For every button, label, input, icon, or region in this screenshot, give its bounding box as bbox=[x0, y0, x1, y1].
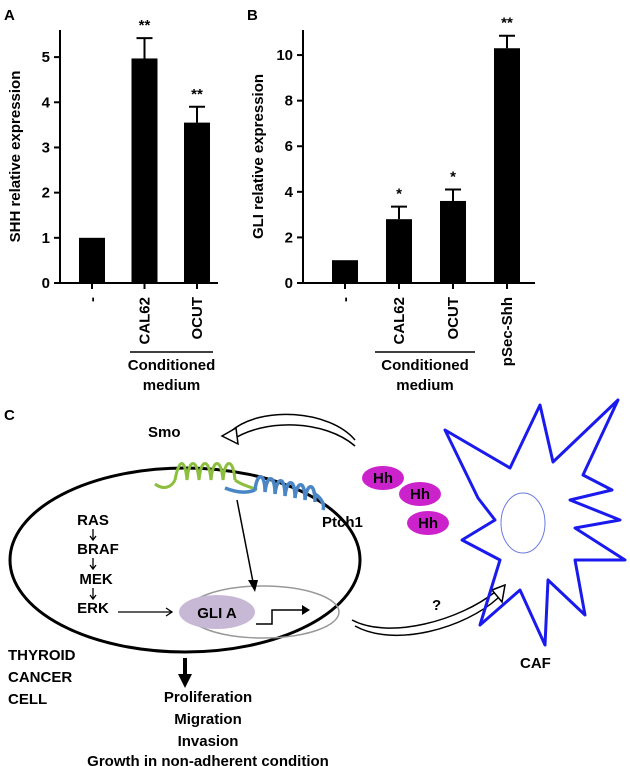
cell-label: CANCER bbox=[8, 669, 72, 686]
y-tick-label: 4 bbox=[42, 94, 51, 111]
bar bbox=[494, 48, 520, 283]
bar bbox=[332, 260, 358, 283]
arrowhead bbox=[220, 426, 239, 446]
curved-arrow bbox=[231, 424, 356, 447]
gli-ellipse bbox=[179, 595, 255, 629]
curved-arrow bbox=[351, 591, 496, 629]
hh-oval bbox=[362, 466, 404, 490]
significance: ** bbox=[139, 17, 151, 34]
hh-oval bbox=[399, 482, 441, 506]
hh-label: Hh bbox=[418, 515, 438, 532]
significance: ** bbox=[191, 86, 203, 103]
panel-label: A bbox=[4, 7, 15, 24]
group-label: medium bbox=[143, 377, 201, 394]
cascade-label: ERK bbox=[77, 600, 109, 617]
ptch-label: Ptch1 bbox=[322, 514, 363, 531]
outcome: Proliferation bbox=[164, 689, 252, 706]
y-tick-label: 4 bbox=[285, 184, 294, 201]
signal-arrow bbox=[236, 499, 254, 583]
y-tick-label: 1 bbox=[42, 230, 50, 247]
y-tick-label: 6 bbox=[285, 138, 293, 155]
cell-label: CELL bbox=[8, 691, 47, 708]
hh-oval bbox=[407, 511, 449, 535]
bar bbox=[131, 58, 158, 284]
cell bbox=[8, 466, 362, 654]
group-label: medium bbox=[396, 377, 454, 394]
smo-label: Smo bbox=[148, 424, 181, 441]
error-bar bbox=[189, 105, 205, 123]
panel-label: B bbox=[247, 7, 258, 24]
y-tick-label: 2 bbox=[42, 185, 50, 202]
diagram: C GLI A Smo Ptch1 Hh Hh Hh RAS BRAF MEK … bbox=[4, 398, 627, 766]
erk-arrow bbox=[118, 607, 174, 617]
x-tick-label: pSec-Shh bbox=[499, 297, 516, 366]
outcome: Migration bbox=[174, 711, 242, 728]
cell-label: THYROID bbox=[8, 647, 76, 664]
caf-label: CAF bbox=[520, 655, 551, 672]
panel-label: C bbox=[4, 407, 15, 424]
caf-nucleus bbox=[500, 492, 546, 554]
cascade-label: BRAF bbox=[77, 541, 119, 558]
significance: * bbox=[396, 186, 402, 203]
x-tick-label: - bbox=[337, 297, 354, 302]
y-tick-label: 3 bbox=[42, 139, 50, 156]
x-tick-label: CAL62 bbox=[391, 297, 408, 345]
ptch-protein bbox=[224, 475, 326, 511]
x-tick-label: - bbox=[84, 297, 101, 302]
group-label: Conditioned bbox=[381, 357, 468, 374]
y-tick-label: 0 bbox=[285, 275, 293, 292]
y-tick-label: 10 bbox=[276, 47, 293, 64]
transcription-arrow bbox=[256, 609, 302, 625]
hh-label: Hh bbox=[373, 470, 393, 487]
error-bar bbox=[391, 205, 407, 220]
y-tick-label: 5 bbox=[42, 49, 50, 66]
gli-label: GLI A bbox=[197, 605, 237, 622]
x-tick-label: CAL62 bbox=[137, 297, 154, 345]
arrowhead bbox=[302, 605, 310, 615]
caf-cell bbox=[443, 398, 627, 647]
arrowhead bbox=[178, 674, 192, 688]
bar bbox=[79, 237, 105, 283]
y-axis-label: GLI relative expression bbox=[250, 74, 267, 239]
cascade-label: RAS bbox=[77, 512, 109, 529]
outcome: Growth in non-adherent condition bbox=[87, 753, 329, 766]
x-tick-label: OCUT bbox=[445, 297, 462, 340]
curved-arrow bbox=[229, 413, 356, 441]
hh-label: Hh bbox=[410, 486, 430, 503]
error-bar bbox=[445, 188, 461, 201]
cascade-label: MEK bbox=[79, 571, 113, 588]
error-bar bbox=[499, 34, 515, 49]
significance: * bbox=[450, 169, 456, 186]
significance: ** bbox=[501, 15, 513, 32]
error-bar bbox=[136, 37, 153, 59]
arrowhead bbox=[248, 580, 258, 592]
bar bbox=[386, 219, 412, 283]
y-tick-label: 0 bbox=[42, 275, 50, 292]
group-label: Conditioned bbox=[128, 357, 215, 374]
y-tick-label: 2 bbox=[285, 229, 293, 246]
x-tick-label: OCUT bbox=[189, 297, 206, 340]
question: ? bbox=[432, 597, 441, 614]
outcome: Invasion bbox=[178, 733, 239, 750]
y-axis-label: SHH relative expression bbox=[7, 71, 24, 243]
bar bbox=[184, 122, 210, 283]
cascade-arrows bbox=[89, 529, 97, 601]
bar bbox=[440, 200, 466, 283]
y-tick-label: 8 bbox=[285, 93, 293, 110]
arrowhead bbox=[490, 583, 506, 604]
